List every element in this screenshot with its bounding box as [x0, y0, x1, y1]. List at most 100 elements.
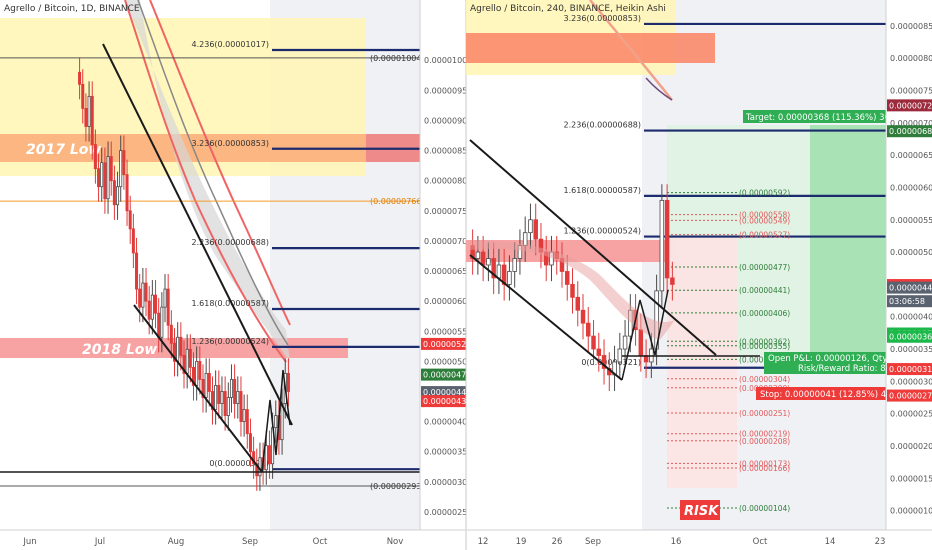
y-tick-label: 0.00000600: [890, 183, 932, 192]
position-level-label: (0.00000355): [739, 342, 790, 351]
price-note-label: (0.00000293): [370, 482, 425, 491]
x-tick-label: Sep: [585, 537, 601, 547]
y-tick-label: 0.00000850: [424, 147, 472, 156]
x-tick-label: Sep: [242, 537, 258, 547]
position-level-label: (0.00000558): [739, 211, 790, 220]
candle-body: [580, 309, 586, 324]
candle-body: [106, 156, 110, 200]
price-tag: [887, 389, 932, 402]
candle-body: [195, 360, 199, 386]
candle-body: [87, 95, 91, 127]
candle-body: [135, 252, 139, 290]
candle-body: [154, 294, 158, 314]
x-tick-label: 12: [478, 537, 489, 547]
candle-body: [97, 168, 101, 188]
position-level-label: (0.00000219): [739, 430, 790, 439]
candle-body: [670, 277, 675, 285]
y-tick-label: 0.00000950: [424, 86, 472, 95]
candle-body: [182, 354, 186, 374]
candle-body: [198, 360, 202, 380]
rr-label: Risk/Reward Ratio: 8.98: [798, 364, 899, 374]
candle-body: [172, 342, 177, 362]
risk-zone: [667, 238, 737, 488]
candle-body: [486, 258, 491, 266]
candle-body: [191, 366, 195, 386]
candle-body: [131, 228, 135, 254]
candle-body: [78, 71, 82, 85]
price-tag-label: 0.00000529: [423, 340, 471, 349]
y-tick-label: 0.00000500: [424, 357, 472, 366]
candle-body: [207, 373, 211, 392]
target-zone-dark: [810, 125, 892, 355]
x-tick-label: 23: [875, 537, 886, 547]
y-tick-label: 0.00000550: [424, 327, 472, 336]
y-tick-label: 0.00000800: [424, 177, 472, 186]
position-level-label: (0.00000406): [739, 309, 790, 318]
price-tag: [887, 125, 932, 138]
position-level-label: (0.00000362): [739, 337, 790, 346]
candle-body: [201, 379, 205, 398]
price-tag-label: 0.00000369: [889, 333, 932, 342]
candle-body: [179, 336, 183, 356]
stop-label: Stop: 0.00000041 (12.85%) 41, Am: [760, 390, 911, 400]
candle-body: [522, 232, 528, 247]
fib-label: 2.236(0.00000688): [192, 238, 270, 247]
ma-lower: [124, 0, 287, 363]
candle-body: [220, 391, 224, 404]
candle-body: [169, 324, 173, 344]
x-tick-label: 19: [516, 537, 527, 547]
fib-label: 1.236(0.00000524): [192, 337, 270, 346]
candle-body: [90, 95, 94, 145]
fib-label: 4.236(0.00001017): [192, 40, 270, 49]
y-tick-label: 0.00000600: [424, 297, 472, 306]
price-tag: [421, 337, 467, 350]
candle-body: [93, 144, 97, 170]
candle-body: [229, 379, 233, 398]
y-tick-label: 0.00000250: [424, 508, 472, 517]
candle-body: [119, 150, 123, 188]
candle-body: [591, 335, 596, 350]
candle-body: [185, 348, 189, 374]
y-tick-label: 0.00000250: [890, 410, 932, 419]
y-tick-label: 0.00000650: [424, 267, 472, 276]
candle-body: [236, 391, 240, 404]
y-tick-label: 0.00000750: [424, 207, 472, 216]
chart-240-title: Agrello / Bitcoin, 240, BINANCE, Heikin …: [470, 4, 666, 14]
position-level-label: (0.00000477): [739, 263, 790, 272]
candle-body: [248, 433, 252, 453]
fib-label: 1.236(0.00000524): [564, 227, 642, 236]
y-tick-label: 0.00000350: [890, 345, 932, 354]
candle-body: [128, 210, 132, 230]
price-tag-label: 0.00000727: [889, 101, 932, 110]
candle-body: [112, 180, 116, 206]
position-level-label: (0.00000549): [739, 216, 790, 225]
position-level-label: (0.00000592): [739, 189, 790, 198]
target-label: Target: 0.00000368 (115.36%) 368, Am: [745, 113, 915, 123]
candle-body: [286, 373, 290, 392]
candle-body: [176, 336, 180, 362]
candle-body: [491, 258, 496, 279]
candle-body: [138, 288, 142, 308]
position-level-label: (0.00000166): [739, 464, 790, 473]
y-tick-label: 0.00000500: [890, 248, 932, 257]
candle-body: [496, 264, 502, 279]
position-level-label: (0.00000441): [739, 286, 790, 295]
position-level-label: (0.00000304): [739, 375, 790, 384]
candle-body: [245, 409, 249, 435]
candle-body: [533, 219, 538, 240]
zone-2017-low-right: [466, 33, 715, 63]
candle-body: [233, 379, 237, 404]
candle-body: [586, 322, 591, 337]
candle-body: [125, 174, 129, 212]
price-note-label: (0.00000766): [370, 197, 425, 206]
candle-body: [163, 288, 167, 308]
candle-body: [147, 300, 151, 320]
y-tick-label: 0.00000400: [890, 313, 932, 322]
x-tick-label: Oct: [753, 537, 768, 547]
fib-label: 1.618(0.00000587): [564, 186, 642, 195]
candle-body: [659, 199, 665, 292]
y-tick-label: 0.00000850: [890, 22, 932, 31]
